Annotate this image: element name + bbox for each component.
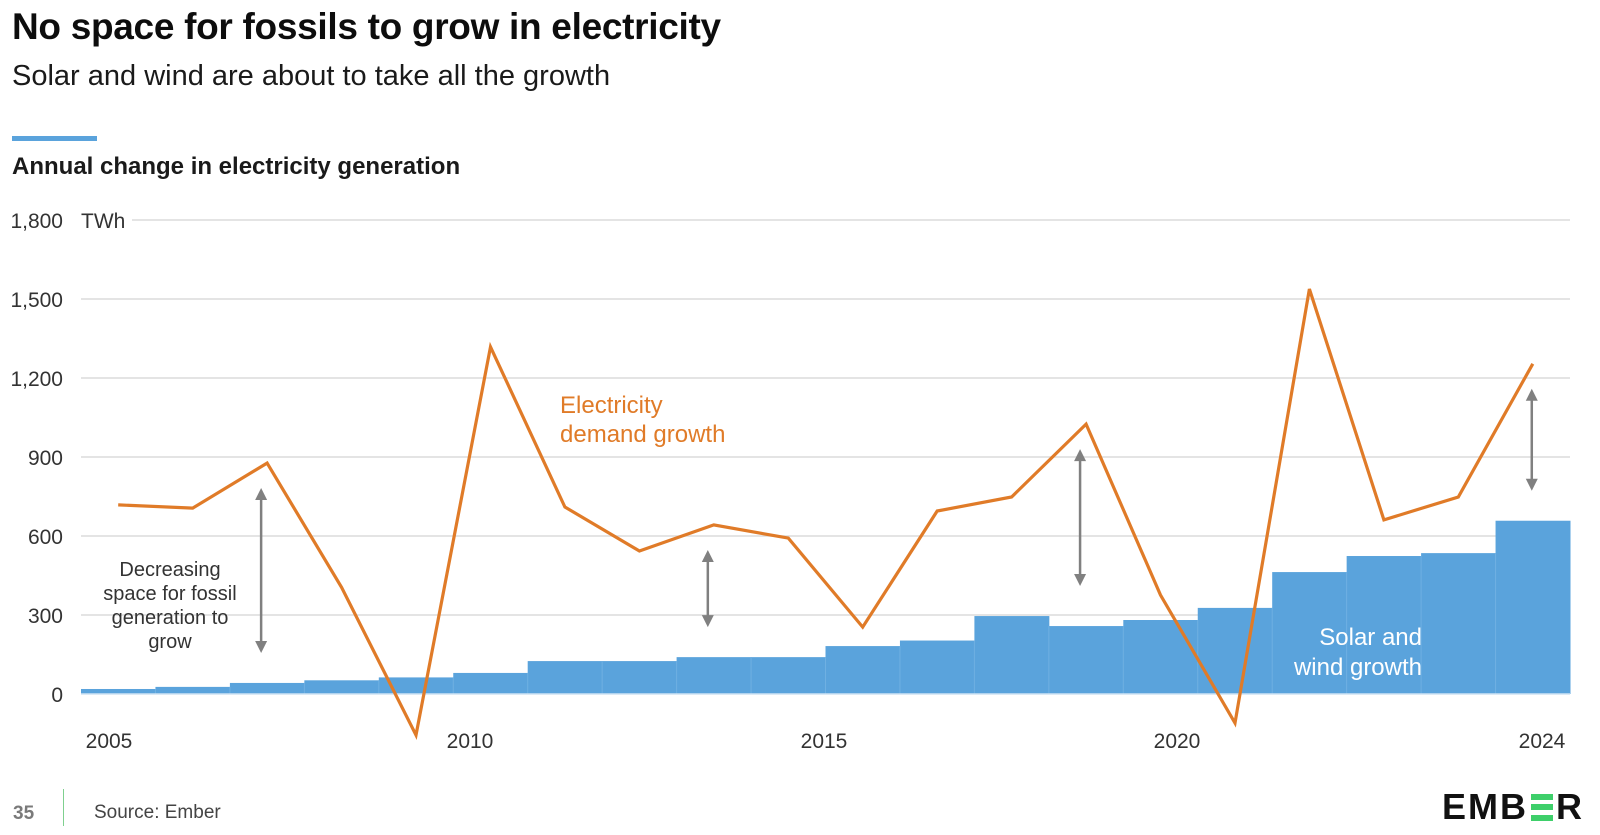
accent-divider [12, 136, 97, 141]
annotation-demand-growth: Electricity demand growth [560, 392, 725, 448]
y-tick-label: 900 [28, 447, 63, 470]
annotations-inside: Solar and wind growth [1293, 624, 1422, 681]
page-number: 35 [13, 803, 35, 824]
arrow-down-icon [1525, 478, 1538, 491]
logo-text-left: EMB [1442, 786, 1528, 827]
x-tick-label: 2015 [801, 730, 848, 753]
y-tick-label: 0 [51, 684, 63, 707]
footer-divider [63, 789, 64, 826]
arrow-up-icon [1074, 449, 1087, 462]
bar [304, 680, 380, 694]
bar [751, 657, 826, 694]
annotation-line: wind growth [1293, 654, 1422, 681]
arrow-up-icon [701, 549, 714, 562]
bar [1346, 556, 1422, 694]
y-tick-label: 1,200 [10, 368, 63, 391]
demand-line [118, 288, 1535, 741]
gap-arrow [701, 549, 714, 628]
annotation-decreasing-space: Decreasing space for fossil generation to g… [103, 559, 236, 653]
x-tick-label: 2024 [1519, 730, 1566, 753]
bar [1123, 620, 1199, 694]
gap-arrow [1525, 388, 1538, 491]
x-axis-labels: 2005 2010 2015 2020 2024 [86, 730, 1566, 753]
x-tick-label: 2020 [1154, 730, 1201, 753]
bar [974, 616, 1050, 694]
y-tick-label: 300 [28, 605, 63, 628]
gap-arrows [255, 388, 1538, 653]
arrow-down-icon [255, 640, 268, 653]
bar [1421, 553, 1497, 694]
bar [676, 657, 752, 694]
arrow-up-icon [255, 488, 268, 501]
chart-title: Annual change in electricity generation [12, 153, 461, 180]
arrow-down-icon [1074, 574, 1087, 587]
bar [81, 688, 156, 694]
logo-text-right: R [1556, 786, 1584, 827]
bar [378, 677, 454, 694]
x-tick-label: 2010 [447, 730, 494, 753]
line-series-demand [118, 288, 1535, 741]
gridlines [81, 219, 1570, 616]
bar [1048, 626, 1124, 694]
bar [527, 661, 603, 694]
bar [825, 646, 901, 694]
x-tick-label: 2005 [86, 730, 133, 753]
bar [602, 661, 678, 694]
y-tick-label: 1,500 [10, 289, 63, 312]
annotations: Electricity demand growth Decreasing space … [103, 392, 725, 653]
y-axis-unit: TWh [81, 210, 125, 233]
annotation-line: Electricity [560, 392, 663, 419]
y-axis-labels: 0 300 600 900 1,200 1,500 1,800 [10, 210, 63, 707]
ember-logo: EMB R [1442, 786, 1584, 827]
bar [453, 672, 529, 694]
annotation-line: grow [148, 631, 192, 653]
bar [899, 640, 975, 694]
source-note: Source: Ember [94, 802, 221, 823]
bar-series-solar-wind [81, 520, 1571, 695]
bar [155, 686, 231, 694]
annotation-solar-wind-growth: Solar and wind growth [1293, 624, 1422, 681]
arrow-up-icon [1525, 388, 1538, 401]
bar [1495, 520, 1571, 694]
annotation-line: space for fossil [103, 583, 236, 605]
arrow-down-icon [701, 615, 714, 628]
bar [1272, 572, 1348, 694]
annotation-line: generation to [112, 607, 229, 629]
page-title: No space for fossils to grow in electric… [12, 6, 721, 47]
logo-e-bars-icon [1531, 793, 1553, 821]
annotation-line: Decreasing [119, 559, 220, 581]
bar [229, 682, 305, 694]
y-tick-label: 1,800 [10, 210, 63, 233]
page-subtitle: Solar and wind are about to take all the… [12, 60, 611, 92]
gap-arrow [1074, 449, 1087, 587]
annotation-line: demand growth [560, 421, 725, 448]
annotation-line: Solar and [1319, 624, 1422, 651]
y-tick-label: 600 [28, 526, 63, 549]
gap-arrow [255, 488, 268, 653]
